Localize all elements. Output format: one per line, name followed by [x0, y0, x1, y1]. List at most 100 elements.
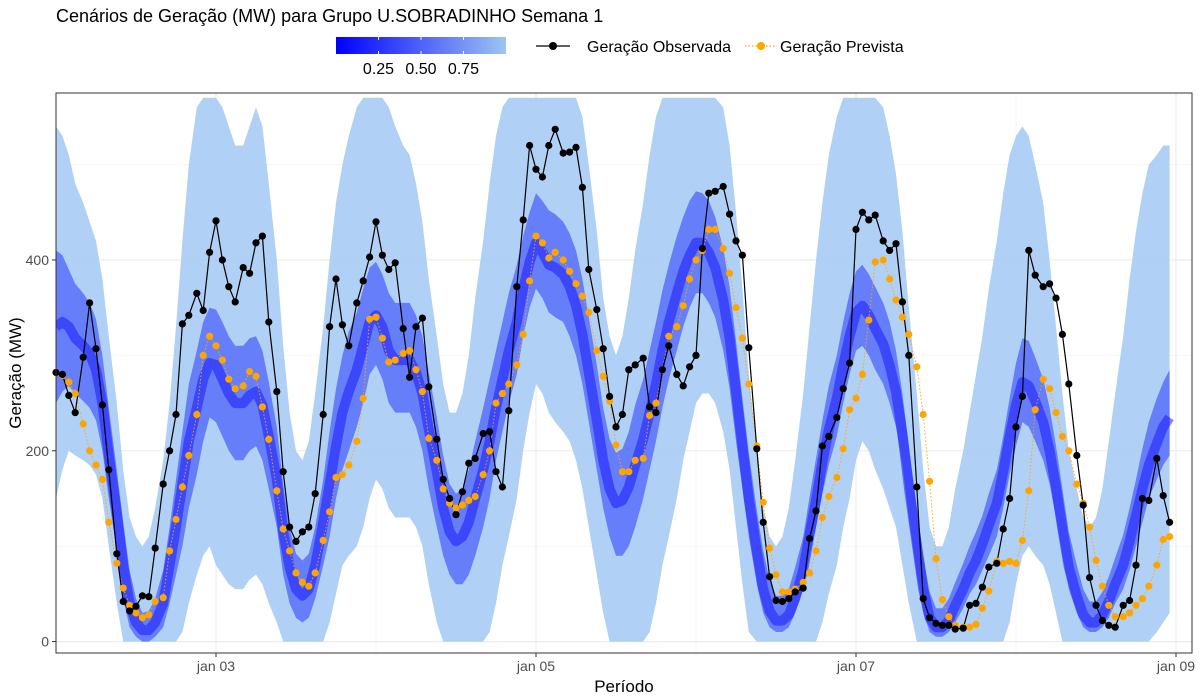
- point-observada: [58, 370, 66, 378]
- point-observada: [732, 237, 740, 245]
- point-prevista: [286, 547, 294, 555]
- point-prevista: [526, 277, 534, 285]
- point-prevista: [458, 501, 466, 509]
- point-prevista: [105, 518, 113, 526]
- point-observada: [372, 218, 380, 226]
- point-observada: [113, 550, 121, 558]
- point-observada: [265, 318, 273, 326]
- point-observada: [1166, 518, 1174, 526]
- point-observada: [439, 475, 447, 483]
- point-prevista: [766, 544, 774, 552]
- series-legend: Geração Observada Geração Prevista: [536, 39, 904, 56]
- point-observada: [766, 573, 774, 581]
- point-observada: [951, 625, 959, 633]
- point-observada: [612, 423, 620, 431]
- point-observada: [353, 299, 361, 307]
- legend-label-prevista: Geração Prevista: [780, 39, 904, 56]
- point-observada: [778, 597, 787, 606]
- point-prevista: [572, 280, 580, 288]
- point-prevista: [1092, 556, 1100, 565]
- point-prevista: [486, 447, 494, 455]
- point-prevista: [919, 410, 927, 419]
- point-observada: [719, 182, 727, 191]
- point-prevista: [498, 389, 506, 398]
- legend-item-prevista: Geração Prevista: [745, 39, 904, 56]
- point-prevista: [399, 349, 407, 357]
- point-observada: [199, 306, 207, 315]
- point-observada: [458, 488, 466, 496]
- point-prevista: [138, 614, 146, 622]
- point-prevista: [212, 342, 220, 350]
- point-prevista: [886, 275, 894, 283]
- point-observada: [785, 595, 793, 603]
- point-observada: [231, 298, 239, 306]
- point-prevista: [932, 555, 940, 563]
- point-observada: [206, 248, 214, 256]
- point-observada: [806, 534, 814, 543]
- point-prevista: [852, 394, 860, 402]
- point-prevista: [1126, 609, 1134, 617]
- point-observada: [993, 559, 1001, 567]
- point-observada: [86, 299, 94, 307]
- point-observada: [665, 342, 673, 350]
- point-observada: [919, 595, 927, 603]
- point-prevista: [465, 496, 473, 504]
- point-prevista: [439, 485, 447, 493]
- point-prevista: [612, 441, 620, 449]
- band-median: [56, 237, 1174, 636]
- point-observada: [132, 602, 140, 610]
- point-observada: [812, 507, 820, 515]
- point-prevista: [479, 471, 487, 479]
- point-observada: [519, 216, 527, 224]
- point-prevista: [126, 601, 134, 609]
- point-observada: [818, 442, 827, 450]
- point-prevista: [193, 410, 201, 419]
- point-prevista: [86, 447, 94, 455]
- point-prevista: [412, 366, 420, 374]
- point-observada: [492, 468, 500, 476]
- point-observada: [345, 342, 353, 350]
- point-observada: [572, 143, 580, 151]
- point-observada: [759, 518, 767, 526]
- point-observada: [799, 584, 807, 592]
- point-observada: [1086, 574, 1094, 582]
- point-observada: [218, 256, 226, 264]
- scenario-bands: [56, 97, 1174, 642]
- point-prevista: [825, 492, 833, 501]
- point-prevista: [545, 254, 553, 262]
- point-observada: [246, 269, 254, 277]
- x-tick-label: jan 03: [196, 658, 235, 674]
- point-observada: [978, 583, 987, 591]
- point-prevista: [332, 473, 340, 482]
- point-observada: [391, 259, 399, 267]
- point-prevista: [1012, 559, 1020, 567]
- point-prevista: [1006, 557, 1014, 566]
- point-observada: [319, 410, 327, 419]
- point-prevista: [345, 461, 353, 469]
- point-observada: [239, 264, 247, 272]
- point-prevista: [178, 483, 186, 491]
- point-prevista: [1046, 385, 1054, 393]
- point-prevista: [1058, 432, 1066, 440]
- point-observada: [705, 189, 713, 197]
- point-observada: [359, 277, 367, 285]
- y-tick-label: 200: [26, 443, 50, 459]
- point-observada: [1006, 494, 1014, 503]
- point-prevista: [818, 513, 827, 522]
- point-observada: [1058, 330, 1066, 338]
- point-prevista: [978, 604, 987, 612]
- point-observada: [366, 253, 374, 261]
- point-observada: [1126, 596, 1134, 605]
- point-observada: [273, 388, 281, 396]
- point-prevista: [366, 315, 374, 323]
- point-prevista: [559, 256, 567, 264]
- point-prevista: [785, 588, 793, 596]
- point-observada: [119, 597, 127, 606]
- point-prevista: [113, 559, 121, 567]
- point-prevista: [1018, 536, 1026, 545]
- point-prevista: [246, 368, 254, 376]
- point-prevista: [898, 313, 907, 321]
- point-prevista: [119, 584, 127, 592]
- point-observada: [825, 432, 833, 440]
- point-observada: [378, 251, 386, 259]
